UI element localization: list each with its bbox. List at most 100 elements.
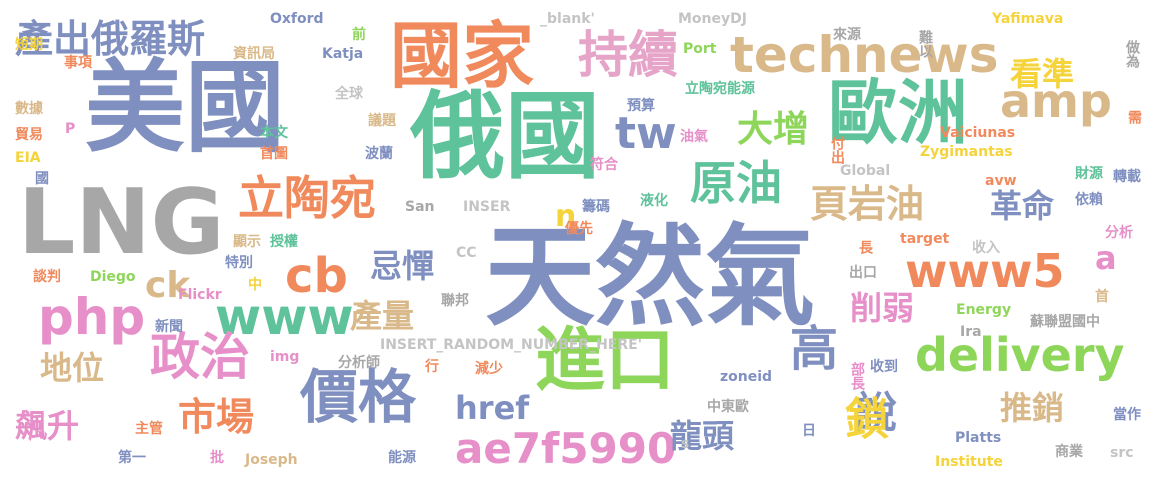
- cloud-word: 液化: [640, 193, 668, 209]
- cloud-word: 飆升: [15, 407, 80, 445]
- cloud-word: 數據: [15, 101, 43, 117]
- cloud-word: 忌憚: [370, 247, 435, 285]
- cloud-word: LNG: [18, 170, 225, 275]
- cloud-word: 進口: [535, 319, 675, 401]
- cloud-word: 首圖: [260, 146, 288, 162]
- cloud-word: 市場: [178, 395, 255, 439]
- cloud-word: 國: [35, 171, 49, 187]
- cloud-word: CC: [456, 245, 477, 261]
- cloud-word: 批: [210, 450, 224, 466]
- cloud-word: Ira: [960, 324, 982, 340]
- cloud-word: src: [1110, 445, 1134, 461]
- cloud-word: 預算: [627, 98, 655, 114]
- cloud-word: 需: [1126, 110, 1142, 124]
- cloud-word: INSERT_RANDOM_NUMBER_HERE': [380, 337, 643, 353]
- cloud-word: 收到: [870, 359, 898, 375]
- cloud-word: www5: [905, 244, 1065, 298]
- cloud-word: 當作: [1113, 407, 1141, 423]
- cloud-word: 減少: [475, 361, 503, 377]
- cloud-word: 立陶宛: [238, 171, 376, 225]
- cloud-word: 鎖: [845, 394, 889, 445]
- cloud-word: 收入: [972, 240, 1000, 256]
- cloud-word: 財源: [1075, 166, 1103, 182]
- cloud-word: 主管: [135, 421, 163, 437]
- cloud-word: Joseph: [245, 452, 298, 468]
- cloud-word: href: [455, 389, 530, 427]
- cloud-word: 新聞: [155, 319, 183, 335]
- cloud-word: 第一: [118, 450, 146, 466]
- cloud-word: INSER: [463, 199, 511, 215]
- cloud-word: 依賴: [1075, 192, 1103, 208]
- cloud-word: 聯邦: [441, 293, 469, 309]
- cloud-word: 授權: [270, 234, 298, 250]
- cloud-word: 長: [857, 240, 873, 254]
- cloud-word: EIA: [15, 150, 41, 166]
- cloud-word: 頁岩油: [810, 182, 925, 226]
- cloud-word: Yafimava: [992, 11, 1064, 27]
- cloud-word: 分析: [1105, 225, 1133, 241]
- cloud-word: 貿易: [15, 127, 43, 143]
- cloud-word: 難以: [917, 30, 933, 58]
- cloud-word: _blank': [540, 11, 595, 27]
- cloud-word: San: [405, 199, 435, 215]
- cloud-word: Platts: [955, 430, 1002, 446]
- cloud-word: 產量: [350, 297, 415, 335]
- cloud-word: delivery: [915, 328, 1125, 382]
- cloud-word: Oxford: [270, 11, 324, 27]
- cloud-word: 價格: [300, 363, 417, 431]
- cloud-word: 特別: [225, 255, 253, 271]
- cloud-word: 蘇聯盟國中: [1030, 314, 1100, 330]
- cloud-word: 政治: [150, 328, 250, 386]
- cloud-word: 談判: [33, 269, 61, 285]
- cloud-word: 本文: [260, 125, 288, 141]
- cloud-word: 首: [1095, 289, 1109, 305]
- cloud-word: Katja: [322, 46, 364, 62]
- cloud-word: 天然氣: [485, 213, 815, 341]
- cloud-word: 部長: [849, 362, 865, 390]
- cloud-word: 籌碼: [582, 199, 610, 215]
- cloud-word: tw: [615, 108, 677, 159]
- cloud-word: target: [900, 231, 950, 247]
- cloud-word: 事項: [64, 55, 92, 71]
- cloud-word: 行: [425, 359, 439, 375]
- cloud-word: cb: [285, 248, 348, 304]
- cloud-word: 優先: [565, 221, 593, 237]
- cloud-word: Vaiciunas: [940, 125, 1016, 141]
- cloud-word: 歐洲: [828, 72, 968, 154]
- cloud-word: 分析師: [338, 355, 380, 371]
- cloud-word: 持續: [578, 26, 678, 84]
- cloud-word: n: [555, 199, 577, 234]
- cloud-word: 立陶宛能源: [685, 81, 755, 97]
- cloud-word: 做為: [1124, 40, 1140, 68]
- cloud-word: 產出俄羅斯: [15, 17, 206, 61]
- cloud-word: 資訊局: [233, 46, 275, 62]
- cloud-word: 龍頭: [670, 417, 735, 455]
- cloud-word: 波蘭: [365, 146, 393, 162]
- cloud-word: amp: [1000, 74, 1112, 128]
- cloud-word: 短期: [15, 37, 43, 53]
- cloud-word: s: [681, 436, 690, 452]
- cloud-word: 全球: [335, 86, 363, 102]
- cloud-word: a: [1095, 239, 1117, 277]
- cloud-word: 出口: [849, 265, 877, 281]
- cloud-word: 油氣: [680, 129, 708, 145]
- cloud-word: 說: [855, 388, 898, 437]
- cloud-word: 大增: [737, 109, 810, 150]
- cloud-word: technews: [730, 26, 999, 84]
- cloud-word: ae7f5990: [455, 424, 677, 473]
- cloud-word: 商業: [1055, 444, 1083, 460]
- cloud-word: MoneyDJ: [678, 11, 747, 27]
- cloud-word: 中東歐: [707, 399, 749, 415]
- cloud-word: Flickr: [178, 287, 222, 303]
- cloud-word: php: [38, 288, 146, 346]
- cloud-word: www: [215, 288, 354, 346]
- cloud-word: 議題: [368, 113, 396, 129]
- cloud-word: P: [65, 121, 76, 137]
- cloud-word: 符合: [590, 157, 618, 173]
- cloud-word: 高: [790, 321, 839, 377]
- cloud-word: 轉載: [1113, 169, 1141, 185]
- cloud-word: 推銷: [1000, 389, 1065, 427]
- cloud-word: 革命: [990, 187, 1055, 225]
- cloud-word: zoneid: [720, 369, 773, 385]
- cloud-word: 國家: [390, 14, 535, 98]
